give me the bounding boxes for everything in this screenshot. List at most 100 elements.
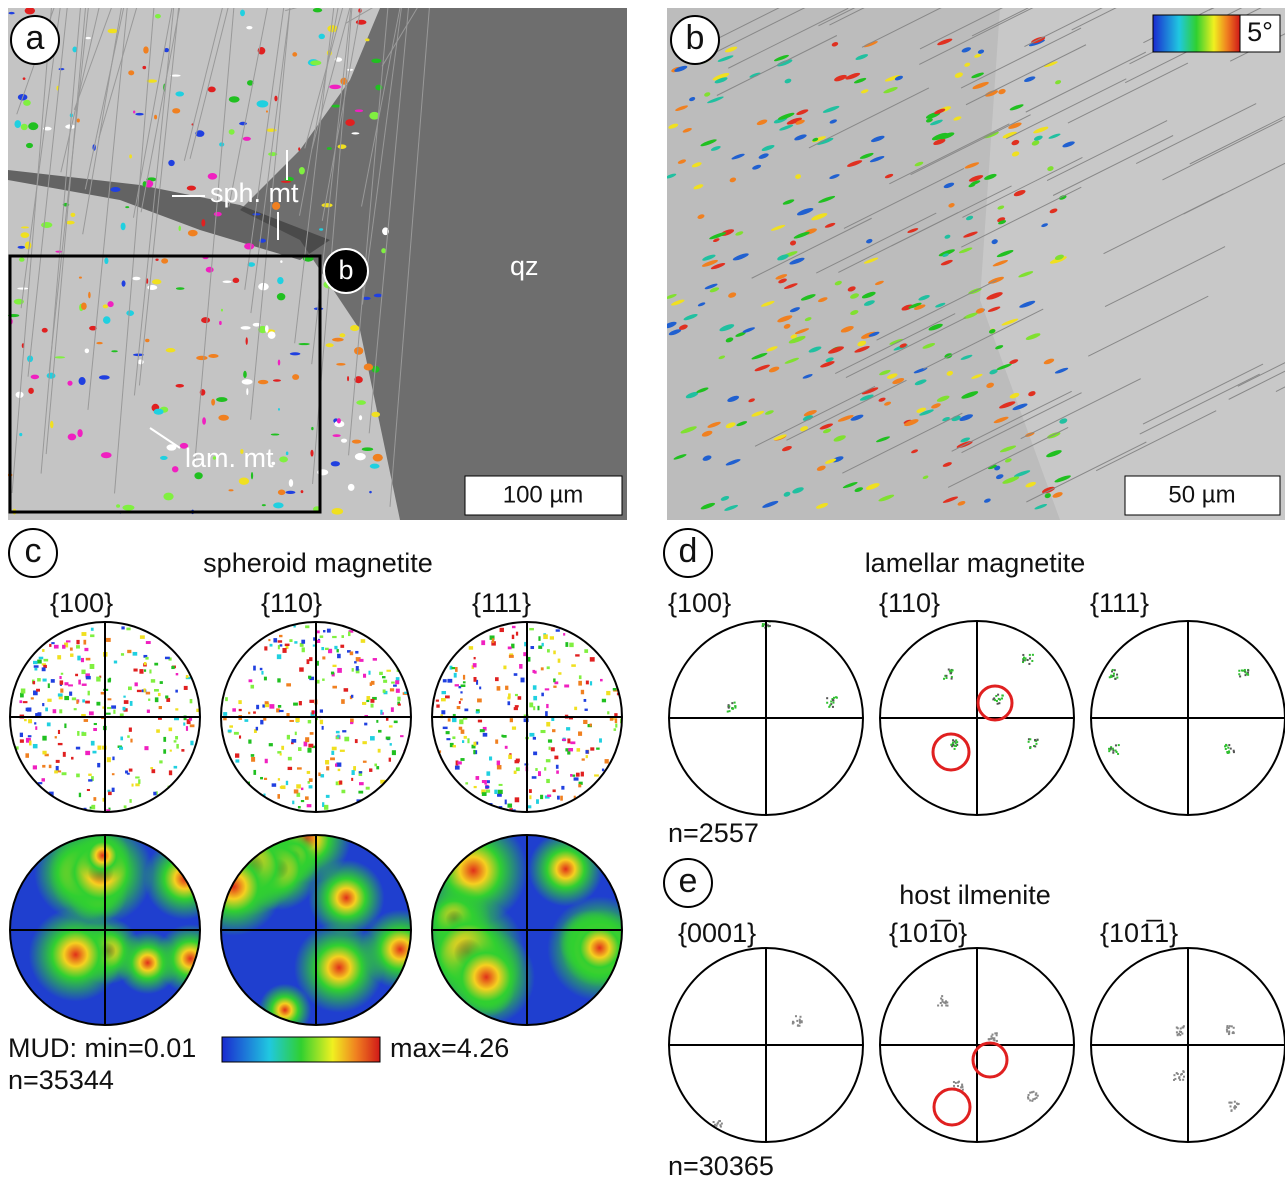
- pole: [508, 755, 512, 759]
- pole: [286, 781, 288, 785]
- pole: [144, 662, 146, 665]
- pole: [321, 647, 324, 650]
- grain: [25, 7, 35, 14]
- pole: [76, 747, 80, 750]
- grain: [104, 258, 108, 264]
- grain: [70, 213, 75, 217]
- pole: [379, 672, 383, 675]
- grain: [135, 113, 143, 116]
- pole: [1226, 1031, 1228, 1033]
- pole: [1234, 1101, 1236, 1103]
- pole: [487, 780, 490, 783]
- grain: [233, 278, 240, 283]
- grain: [327, 147, 332, 150]
- pole: [133, 669, 137, 672]
- pole: [81, 632, 86, 636]
- pole: [830, 700, 832, 702]
- grain: [279, 456, 288, 462]
- pole: [394, 721, 398, 724]
- grain: [103, 304, 109, 308]
- pole: [574, 707, 577, 710]
- pole: [304, 742, 308, 747]
- pole: [137, 690, 142, 692]
- pole: [42, 736, 46, 741]
- pole: [1114, 678, 1116, 680]
- pole: [262, 704, 265, 707]
- pole: [762, 623, 764, 625]
- pole: [370, 736, 375, 740]
- pole: [1239, 675, 1241, 677]
- pole: [556, 629, 560, 631]
- pole: [232, 708, 236, 711]
- pole: [260, 720, 263, 725]
- pole: [269, 743, 273, 746]
- pole: [128, 687, 132, 691]
- pole: [392, 750, 396, 755]
- pole: [295, 718, 299, 722]
- pole: [225, 697, 228, 701]
- pole: [1035, 743, 1037, 745]
- pole: [84, 719, 88, 722]
- pole: [613, 688, 617, 691]
- pole: [447, 679, 452, 683]
- pole: [307, 804, 312, 807]
- pole: [286, 683, 291, 686]
- pole: [561, 786, 564, 790]
- pole: [1233, 1027, 1235, 1029]
- pole: [244, 719, 248, 722]
- pole: [235, 759, 239, 762]
- pole: [170, 750, 172, 752]
- pole: [127, 650, 131, 653]
- pole: [505, 686, 508, 690]
- pole: [1182, 1079, 1184, 1081]
- pole: [792, 1022, 794, 1024]
- pole: [1238, 673, 1240, 675]
- pole: [359, 782, 364, 785]
- pole: [39, 657, 44, 660]
- grain: [101, 452, 112, 458]
- pole: [295, 732, 297, 735]
- pole: [584, 699, 587, 702]
- pole: [96, 702, 100, 706]
- pole: [436, 700, 439, 702]
- pole: [159, 706, 162, 709]
- grain: [341, 439, 347, 443]
- pole: [509, 655, 514, 658]
- pole: [1112, 752, 1114, 754]
- grain: [271, 433, 280, 435]
- pole: [71, 757, 73, 760]
- pole: [362, 741, 366, 744]
- grain: [277, 277, 283, 284]
- pole: [368, 671, 370, 675]
- pole: [494, 790, 497, 794]
- pole: [308, 720, 311, 723]
- pole: [512, 635, 514, 639]
- pole: [37, 660, 42, 664]
- pole: [327, 629, 331, 633]
- pole: [514, 771, 517, 774]
- pole: [112, 757, 114, 761]
- pole: [130, 739, 132, 743]
- grain: [79, 377, 86, 385]
- pole: [278, 640, 282, 642]
- grain: [154, 409, 164, 415]
- pole: [1180, 1028, 1182, 1030]
- panel-title: spheroid magnetite: [203, 548, 433, 578]
- pole: [139, 669, 143, 674]
- pole: [1182, 1070, 1184, 1072]
- pole: [484, 780, 487, 785]
- grain: [196, 356, 207, 360]
- pole: [571, 664, 576, 667]
- pole: [26, 708, 30, 712]
- pole: [528, 805, 532, 808]
- pole: [151, 679, 155, 683]
- pole: [529, 628, 534, 630]
- grain: [381, 248, 386, 253]
- pole: [832, 706, 834, 708]
- pole: [507, 701, 510, 705]
- pole: [310, 732, 314, 735]
- pole-data: [411, 816, 652, 1025]
- grain: [332, 508, 344, 515]
- pole: [500, 628, 504, 632]
- pole: [330, 757, 335, 760]
